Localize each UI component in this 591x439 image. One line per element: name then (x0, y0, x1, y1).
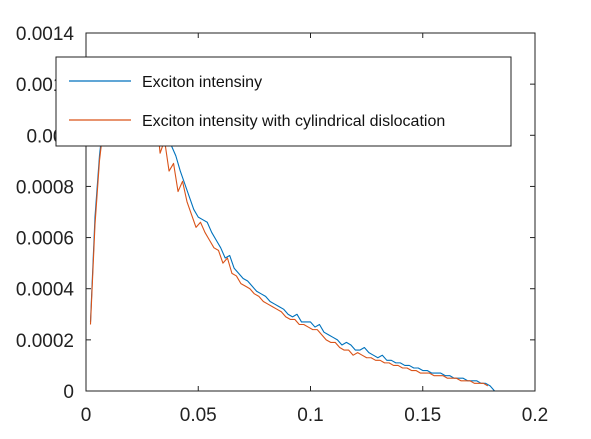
y-tick-label: 0 (63, 382, 74, 403)
x-tick-label: 0.2 (522, 405, 548, 426)
y-tick-label: 0.0006 (16, 229, 74, 250)
y-tick-label: 0.0002 (16, 331, 74, 352)
series-line-1 (89, 68, 496, 392)
y-tick-label: 0.0014 (16, 24, 75, 45)
x-tick-label: 0 (81, 405, 92, 426)
y-tick-label: 0.0008 (16, 177, 74, 198)
series-line-2 (89, 73, 489, 387)
legend-box (55, 56, 512, 147)
y-tick-label: 0.0004 (16, 280, 75, 301)
x-tick-label: 0.05 (180, 405, 217, 426)
x-tick-label: 0.15 (404, 405, 441, 426)
legend: Exciton intensiny Exciton intensity with … (55, 56, 512, 147)
series-layer (89, 68, 496, 392)
legend-label-1: Exciton intensiny (142, 74, 262, 91)
x-tick-label: 0.1 (297, 405, 323, 426)
legend-label-2: Exciton intensity with cylindrical dislo… (142, 113, 445, 130)
